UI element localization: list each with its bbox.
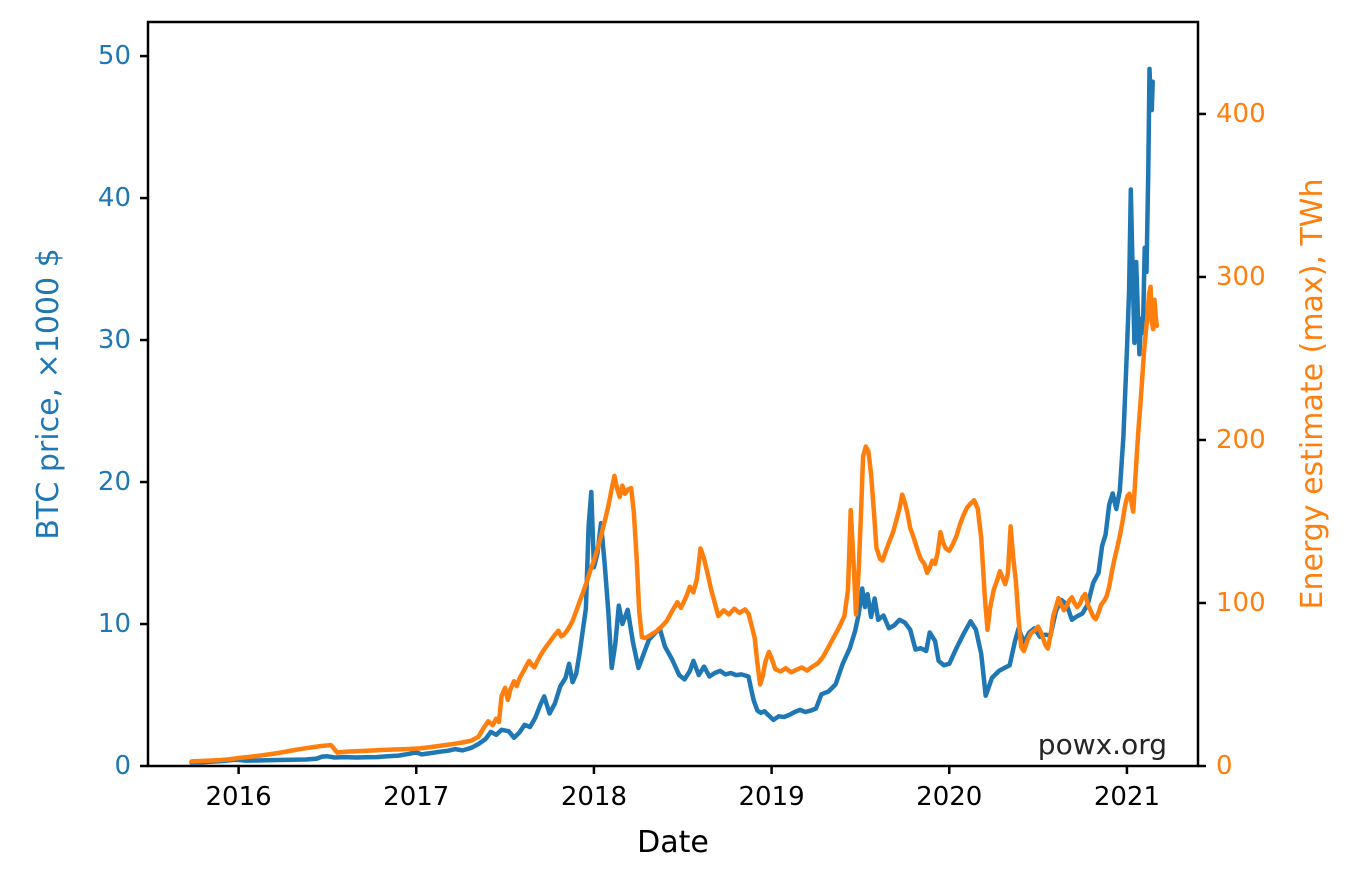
x-tick-label: 2016 [205,782,272,812]
watermark-text: powx.org [1037,728,1167,761]
y-right-tick-label: 0 [1216,751,1233,781]
y-left-tick-label: 0 [114,751,131,781]
x-tick-label: 2017 [383,782,450,812]
y-axis-label-right: Energy estimate (max), TWh [1295,178,1330,610]
y-right-tick-label: 100 [1216,587,1266,618]
y-left-tick-label: 20 [97,467,131,498]
y-left-tick-label: 50 [97,41,131,72]
x-tick-label: 2021 [1093,782,1161,812]
y-left-tick-label: 40 [97,183,131,214]
btc-price-line [189,66,1155,765]
x-axis-label: Date [637,825,709,860]
y-right-tick-label: 300 [1216,261,1266,292]
x-tick-label: 2019 [738,782,805,812]
y-axis-label-left: BTC price, ×1000 $ [31,248,66,540]
y-left-tick-label: 30 [97,325,131,356]
x-tick-label: 2018 [560,782,628,812]
plot-frame [146,20,1200,768]
y-right-tick-label: 400 [1216,98,1266,129]
y-left-tick-label: 10 [97,609,131,639]
energy-estimate-line [189,284,1160,764]
y-right-tick-label: 200 [1216,424,1266,455]
x-tick-label: 2020 [916,782,983,812]
